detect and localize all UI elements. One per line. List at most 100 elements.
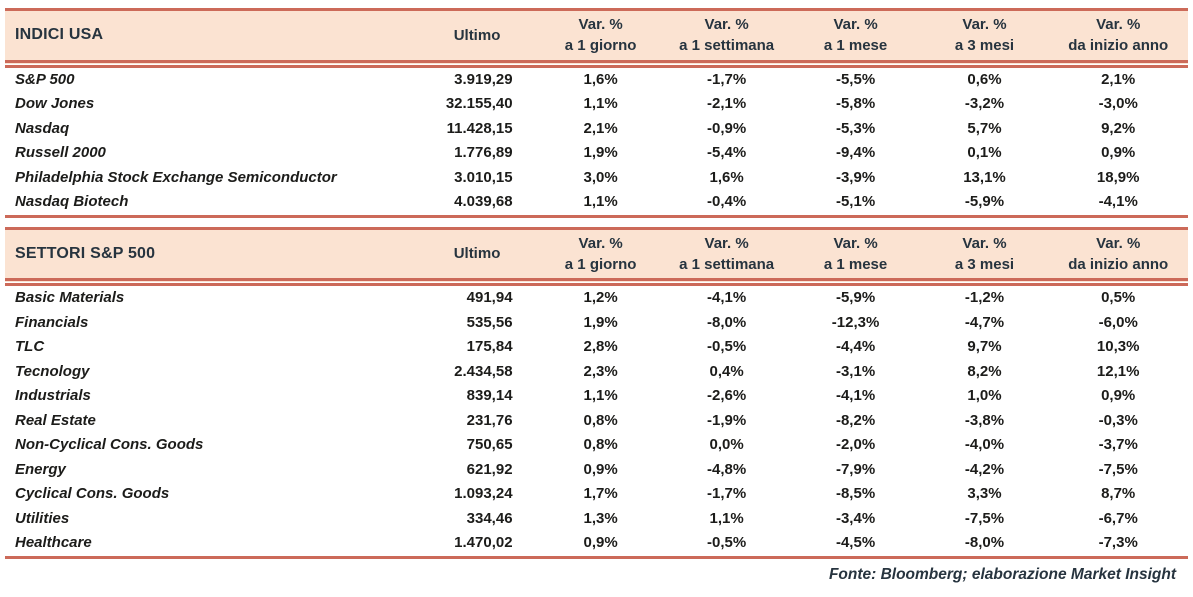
row-label: Non-Cyclical Cons. Goods [15,436,204,453]
column-header-var-1-mese: Var. % a 1 mese [790,228,921,286]
var-1-mese-value: -4,5% [835,534,876,551]
table-row: Dow Jones 32.155,40 1,1% -2,1% -5,8% -3,… [5,92,1188,117]
column-header-line2: da inizio anno [1068,255,1169,273]
var-1-settimana-value: -2,6% [707,387,747,404]
ultimo-value: 3.919,29 [454,70,513,88]
settori-sp500-header-row: SETTORI S&P 500 Ultimo Var. % a 1 giorno… [5,228,1188,286]
var-inizio-anno-value: -3,0% [1098,95,1138,112]
column-header-var-1-settimana: Var. % a 1 settimana [662,9,791,68]
column-header-line2: a 1 settimana [679,255,775,273]
var-inizio-anno-value: 18,9% [1096,168,1140,186]
row-label: Industrials [15,387,91,404]
var-1-giorno-value: 2,8% [583,338,618,355]
var-inizio-anno-value: -7,5% [1098,460,1138,478]
var-1-giorno-value: 1,1% [583,387,618,404]
var-1-mese-value: -5,5% [835,70,876,88]
var-1-giorno-value: 1,7% [583,485,618,502]
ultimo-value: 32.155,40 [445,95,513,112]
var-1-mese-value: -3,9% [835,168,876,186]
column-header-var-inizio-anno: Var. % da inizio anno [1048,9,1188,68]
var-1-giorno-value: 0,9% [583,534,618,551]
ultimo-value: 491,94 [466,289,513,306]
row-label: Real Estate [15,411,96,429]
column-header-line2: a 1 giorno [564,37,637,55]
var-3-mesi-value: 0,1% [967,144,1002,161]
var-1-settimana-value: 1,1% [709,509,744,527]
column-header-var-3-mesi: Var. % a 3 mesi [920,9,1049,68]
table-row: Industrials 839,14 1,1% -2,6% -4,1% 1,0%… [5,384,1188,409]
table-row: Non-Cyclical Cons. Goods 750,65 0,8% 0,0… [5,433,1188,458]
var-3-mesi-value: 1,0% [967,387,1002,404]
column-header-ultimo: Ultimo [415,9,539,68]
var-inizio-anno-value: 12,1% [1096,362,1140,380]
ultimo-value: 231,76 [466,411,513,429]
table-row: Russell 2000 1.776,89 1,9% -5,4% -9,4% 0… [5,141,1188,166]
column-header-line1: Var. % [578,234,623,252]
var-3-mesi-value: -4,7% [964,313,1005,331]
column-header-line2: a 1 mese [823,255,888,273]
var-1-giorno-value: 1,2% [583,289,618,306]
column-header-line1: Var. % [1096,234,1141,252]
row-label: Philadelphia Stock Exchange Semiconducto… [15,168,337,186]
column-header-line2: a 1 mese [823,37,888,55]
var-1-settimana-value: -0,9% [707,119,747,137]
var-1-mese-value: -9,4% [835,144,876,161]
var-1-settimana-value: -1,7% [707,485,747,502]
table-row: Real Estate 231,76 0,8% -1,9% -8,2% -3,8… [5,409,1188,434]
var-inizio-anno-value: 0,9% [1101,144,1136,161]
column-header-var-1-mese: Var. % a 1 mese [790,9,921,68]
var-1-settimana-value: -1,7% [707,70,747,88]
var-1-mese-value: -12,3% [831,313,880,331]
table-row: S&P 500 3.919,29 1,6% -1,7% -5,5% 0,6% 2… [5,64,1188,93]
column-header-line1: Var. % [833,234,878,252]
column-header-line2: a 3 mesi [954,37,1015,55]
var-inizio-anno-value: -4,1% [1098,193,1138,210]
table-row: Nasdaq Biotech 4.039,68 1,1% -0,4% -5,1%… [5,190,1188,216]
var-1-settimana-value: -4,1% [707,289,747,306]
row-label: S&P 500 [15,70,75,88]
table-row: TLC 175,84 2,8% -0,5% -4,4% 9,7% 10,3% [5,335,1188,360]
var-1-settimana-value: -0,4% [707,193,747,210]
ultimo-value: 1.093,24 [454,485,513,502]
ultimo-value: 3.010,15 [454,168,513,186]
var-inizio-anno-value: 2,1% [1101,70,1136,88]
table-row: Financials 535,56 1,9% -8,0% -12,3% -4,7… [5,311,1188,336]
table-title-indici-usa: INDICI USA [5,9,416,68]
indici-usa-table: INDICI USA Ultimo Var. % a 1 giorno Var.… [5,8,1188,218]
settori-sp500-table: SETTORI S&P 500 Ultimo Var. % a 1 giorno… [5,226,1188,559]
ultimo-value: 175,84 [466,338,513,355]
var-1-settimana-value: 0,0% [709,436,744,453]
column-header-var-1-giorno: Var. % a 1 giorno [538,228,663,286]
var-1-giorno-value: 1,3% [583,509,618,527]
var-1-giorno-value: 2,3% [583,362,618,380]
row-label: Basic Materials [15,289,125,306]
var-3-mesi-value: 8,2% [967,362,1002,380]
var-1-giorno-value: 0,9% [583,460,618,478]
var-1-mese-value: -4,1% [835,387,876,404]
row-label: Tecnology [15,362,90,380]
var-3-mesi-value: -1,2% [964,289,1005,306]
var-3-mesi-value: -5,9% [964,193,1005,210]
ultimo-value: 621,92 [466,460,513,478]
var-3-mesi-value: 5,7% [967,119,1002,137]
row-label: Healthcare [15,534,92,551]
ultimo-value: 1.470,02 [454,534,513,551]
var-3-mesi-value: -7,5% [964,509,1005,527]
var-inizio-anno-value: 0,5% [1101,289,1136,306]
column-header-line1: Var. % [1096,16,1141,34]
table-row: Nasdaq 11.428,15 2,1% -0,9% -5,3% 5,7% 9… [5,117,1188,142]
table-row: Cyclical Cons. Goods 1.093,24 1,7% -1,7%… [5,482,1188,507]
var-1-giorno-value: 1,1% [583,95,618,112]
var-1-mese-value: -2,0% [835,436,876,453]
var-1-giorno-value: 1,6% [583,70,618,88]
table-row: Basic Materials 491,94 1,2% -4,1% -5,9% … [5,282,1188,311]
row-label: Russell 2000 [15,144,106,161]
var-1-giorno-value: 1,9% [583,144,618,161]
var-1-mese-value: -4,4% [835,338,876,355]
row-label: Dow Jones [15,95,95,112]
var-1-settimana-value: -2,1% [707,95,747,112]
column-header-var-1-giorno: Var. % a 1 giorno [538,9,663,68]
var-3-mesi-value: 3,3% [967,485,1002,502]
var-1-mese-value: -7,9% [835,460,876,478]
column-header-line1: Var. % [704,234,749,252]
